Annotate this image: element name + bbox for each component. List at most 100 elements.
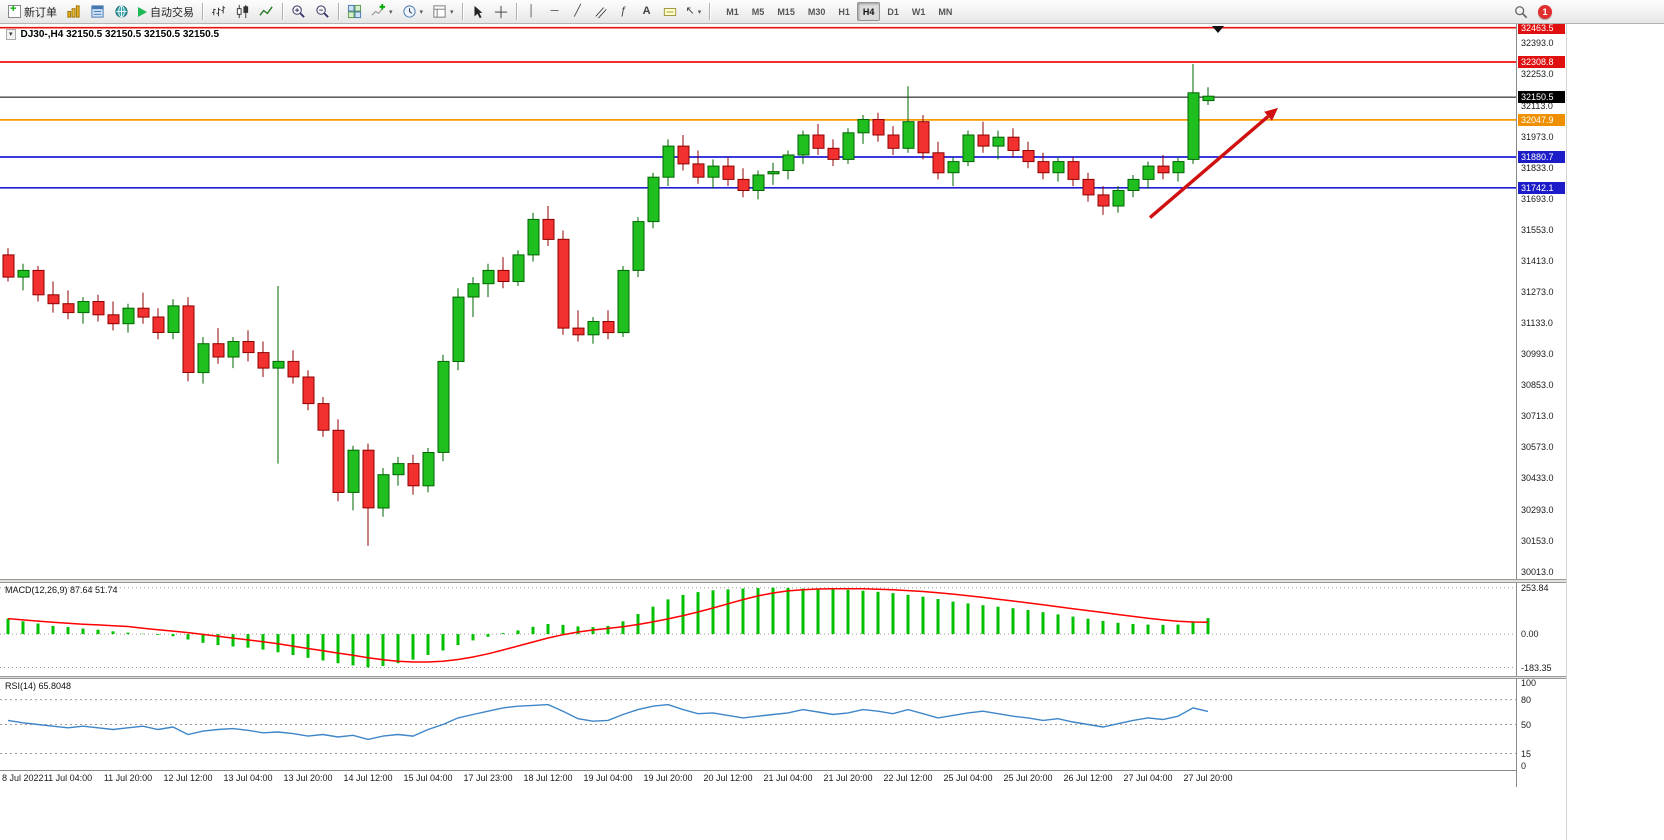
timeframe-button-h4[interactable]: H4 [856, 2, 881, 21]
candle [227, 341, 240, 358]
text-button[interactable]: A [636, 2, 658, 22]
candle [17, 269, 30, 278]
text-label-button[interactable] [659, 2, 681, 22]
candlestick-chart[interactable] [0, 24, 1516, 579]
axis-label: 100 [1521, 678, 1537, 688]
candle [1037, 161, 1050, 174]
timeframe-button-m30[interactable]: M30 [807, 6, 826, 17]
candle [77, 301, 90, 314]
price-tag: 31742.1 [1518, 181, 1565, 194]
indicators-icon [371, 4, 386, 16]
candle [32, 269, 45, 296]
vertical-line-button[interactable]: │ [521, 2, 543, 22]
axis-label: 0.00 [1521, 629, 1539, 640]
time-axis-label: 27 Jul 20:00 [1183, 773, 1233, 783]
timeframe-button-m5[interactable]: M5 [751, 6, 765, 17]
macd-indicator-pane[interactable]: MACD(12,26,9) 87.64 51.74 [0, 583, 1516, 676]
axis-label: 31133.0 [1521, 318, 1553, 328]
axis-label: 31553.0 [1521, 224, 1554, 235]
horizontal-line-icon: ─ [550, 5, 559, 17]
time-axis-label: 19 Jul 20:00 [643, 773, 693, 783]
price-axis[interactable]: 32393.0 32253.0 32113.0 31973.0 31833.0 31693… [1516, 21, 1566, 787]
rsi-indicator-pane[interactable]: RSI(14) 65.8048 [0, 679, 1516, 770]
candle [47, 294, 60, 305]
chevron-down-icon: ▾ [389, 8, 393, 16]
auto-trading-button[interactable]: 自动交易 [134, 2, 198, 22]
bar-chart-icon [211, 5, 226, 17]
axis-label: 32253.0 [1521, 69, 1554, 80]
periods-button[interactable]: ▾ [398, 2, 428, 22]
fibonacci-button[interactable]: ƒ [613, 2, 635, 22]
timeframe-button-h1[interactable]: H1 [838, 6, 850, 17]
candle [737, 178, 750, 191]
timeframe-button-mn[interactable]: MN [938, 6, 953, 17]
timeframe-button-m15[interactable]: M15 [777, 6, 795, 17]
bar-chart-button[interactable] [207, 2, 230, 22]
candle [662, 145, 675, 178]
candle [752, 174, 765, 191]
line-chart-button[interactable] [255, 2, 278, 22]
trend-arrow[interactable] [1148, 115, 1270, 219]
terminal-button[interactable] [110, 2, 133, 22]
tile-windows-icon [347, 4, 362, 19]
price-tag: 32150.5 [1518, 91, 1565, 104]
timeframe-button-w1[interactable]: W1 [911, 6, 926, 17]
candle [437, 360, 450, 453]
vertical-line-icon: │ [528, 5, 535, 17]
timeframe-button-d1[interactable]: D1 [887, 6, 899, 17]
candle [422, 452, 435, 487]
tile-windows-button[interactable] [343, 2, 366, 22]
notification-badge[interactable]: 1 [1538, 4, 1552, 19]
time-axis-label: 17 Jul 23:00 [463, 773, 513, 783]
symbol-dropdown-icon[interactable]: ▾ [6, 29, 16, 40]
indicators-button[interactable]: ▾ [367, 2, 397, 22]
time-axis-label: 22 Jul 12:00 [883, 773, 933, 783]
channel-button[interactable] [590, 2, 612, 22]
rsi-line [7, 703, 1209, 741]
arrows-button[interactable]: ↖ ▾ [682, 2, 706, 22]
axis-label: 31693.0 [1521, 193, 1554, 204]
candle [902, 121, 915, 149]
candle [782, 154, 795, 171]
candle [257, 352, 270, 369]
timeframe-button-m1[interactable]: M1 [726, 6, 739, 17]
price-chart-pane[interactable]: ▾ DJ30-,H4 32150.5 32150.5 32150.5 32150… [0, 24, 1516, 579]
candle [527, 218, 540, 256]
time-axis-label: 20 Jul 12:00 [703, 773, 753, 783]
axis-label: 31833.0 [1521, 162, 1554, 173]
down-triangle-marker[interactable] [1212, 26, 1224, 33]
new-order-button[interactable]: 新订单 [4, 2, 61, 22]
trendline-button[interactable]: ╱ [567, 2, 589, 22]
templates-button[interactable]: ▾ [428, 2, 458, 22]
rsi-chart [0, 699, 1516, 754]
axis-label: 32113.0 [1521, 100, 1553, 111]
candlestick-chart-icon [236, 4, 249, 19]
toolbar-separator [202, 3, 203, 20]
time-axis[interactable]: 8 Jul 2022 11 Jul 04:00 11 Jul 20:00 12 Jul… [0, 770, 1516, 787]
candle [872, 119, 885, 136]
market-watch-button[interactable] [62, 2, 85, 22]
candle [212, 343, 225, 358]
zoom-out-icon [316, 5, 329, 18]
zoom-out-button[interactable] [311, 2, 334, 22]
fibonacci-icon: ƒ [620, 5, 627, 17]
pane-splitter[interactable] [0, 579, 1566, 583]
candle [602, 321, 615, 334]
crosshair-button[interactable] [490, 2, 512, 22]
axis-label: -183.35 [1521, 662, 1552, 673]
time-axis-label: 11 Jul 04:00 [43, 773, 93, 783]
search-button[interactable] [1510, 2, 1532, 22]
candle [1172, 161, 1185, 174]
pane-splitter[interactable] [0, 676, 1566, 679]
zoom-in-button[interactable] [287, 2, 310, 22]
navigator-button[interactable] [86, 2, 109, 22]
candle [707, 165, 720, 178]
time-axis-label: 25 Jul 04:00 [943, 773, 993, 783]
horizontal-line-button[interactable]: ─ [544, 2, 566, 22]
candlestick-chart-button[interactable] [231, 2, 254, 22]
axis-label: 30993.0 [1521, 349, 1554, 360]
cursor-button[interactable] [467, 2, 489, 22]
time-axis-label: 11 Jul 20:00 [103, 773, 153, 783]
axis-label: 30713.0 [1521, 411, 1554, 422]
candle [497, 269, 510, 282]
